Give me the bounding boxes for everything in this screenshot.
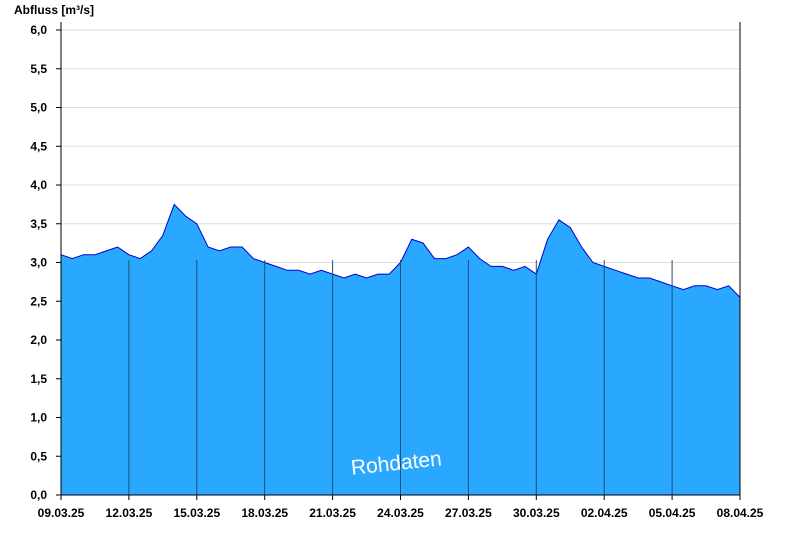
y-tick-label: 1,5	[30, 372, 47, 386]
x-tick-label: 02.04.25	[581, 506, 628, 520]
y-tick-label: 0,5	[30, 449, 47, 463]
x-tick-label: 27.03.25	[445, 506, 492, 520]
x-tick-label: 05.04.25	[649, 506, 696, 520]
y-tick-label: 3,5	[30, 217, 47, 231]
x-tick-label: 12.03.25	[106, 506, 153, 520]
x-tick-label: 15.03.25	[173, 506, 220, 520]
x-tick-label: 21.03.25	[309, 506, 356, 520]
x-tick-label: 18.03.25	[241, 506, 288, 520]
y-tick-label: 5,0	[30, 101, 47, 115]
y-tick-label: 2,0	[30, 333, 47, 347]
y-tick-label: 5,5	[30, 62, 47, 76]
x-tick-label: 24.03.25	[377, 506, 424, 520]
x-tick-label: 09.03.25	[38, 506, 85, 520]
x-tick-label: 08.04.25	[717, 506, 764, 520]
day-lines	[128, 260, 673, 495]
y-tick-label: 3,0	[30, 256, 47, 270]
x-tick-labels: 09.03.25 12.03.25 15.03.25 18.03.25 21.03.25…	[38, 495, 764, 520]
y-tick-label: 0,0	[30, 488, 47, 502]
y-tick-labels: 0,0 0,5 1,0 1,5 2,0 2,5 3,0 3,5 4,0 4,5 5,0 5,5 6,0	[30, 23, 61, 502]
y-tick-label: 6,0	[30, 23, 47, 37]
y-tick-label: 4,5	[30, 139, 47, 153]
x-tick-label: 30.03.25	[513, 506, 560, 520]
y-axis-label: Abfluss [m³/s]	[14, 3, 94, 17]
y-tick-label: 2,5	[30, 294, 47, 308]
y-tick-label: 1,0	[30, 411, 47, 425]
y-tick-label: 4,0	[30, 178, 47, 192]
